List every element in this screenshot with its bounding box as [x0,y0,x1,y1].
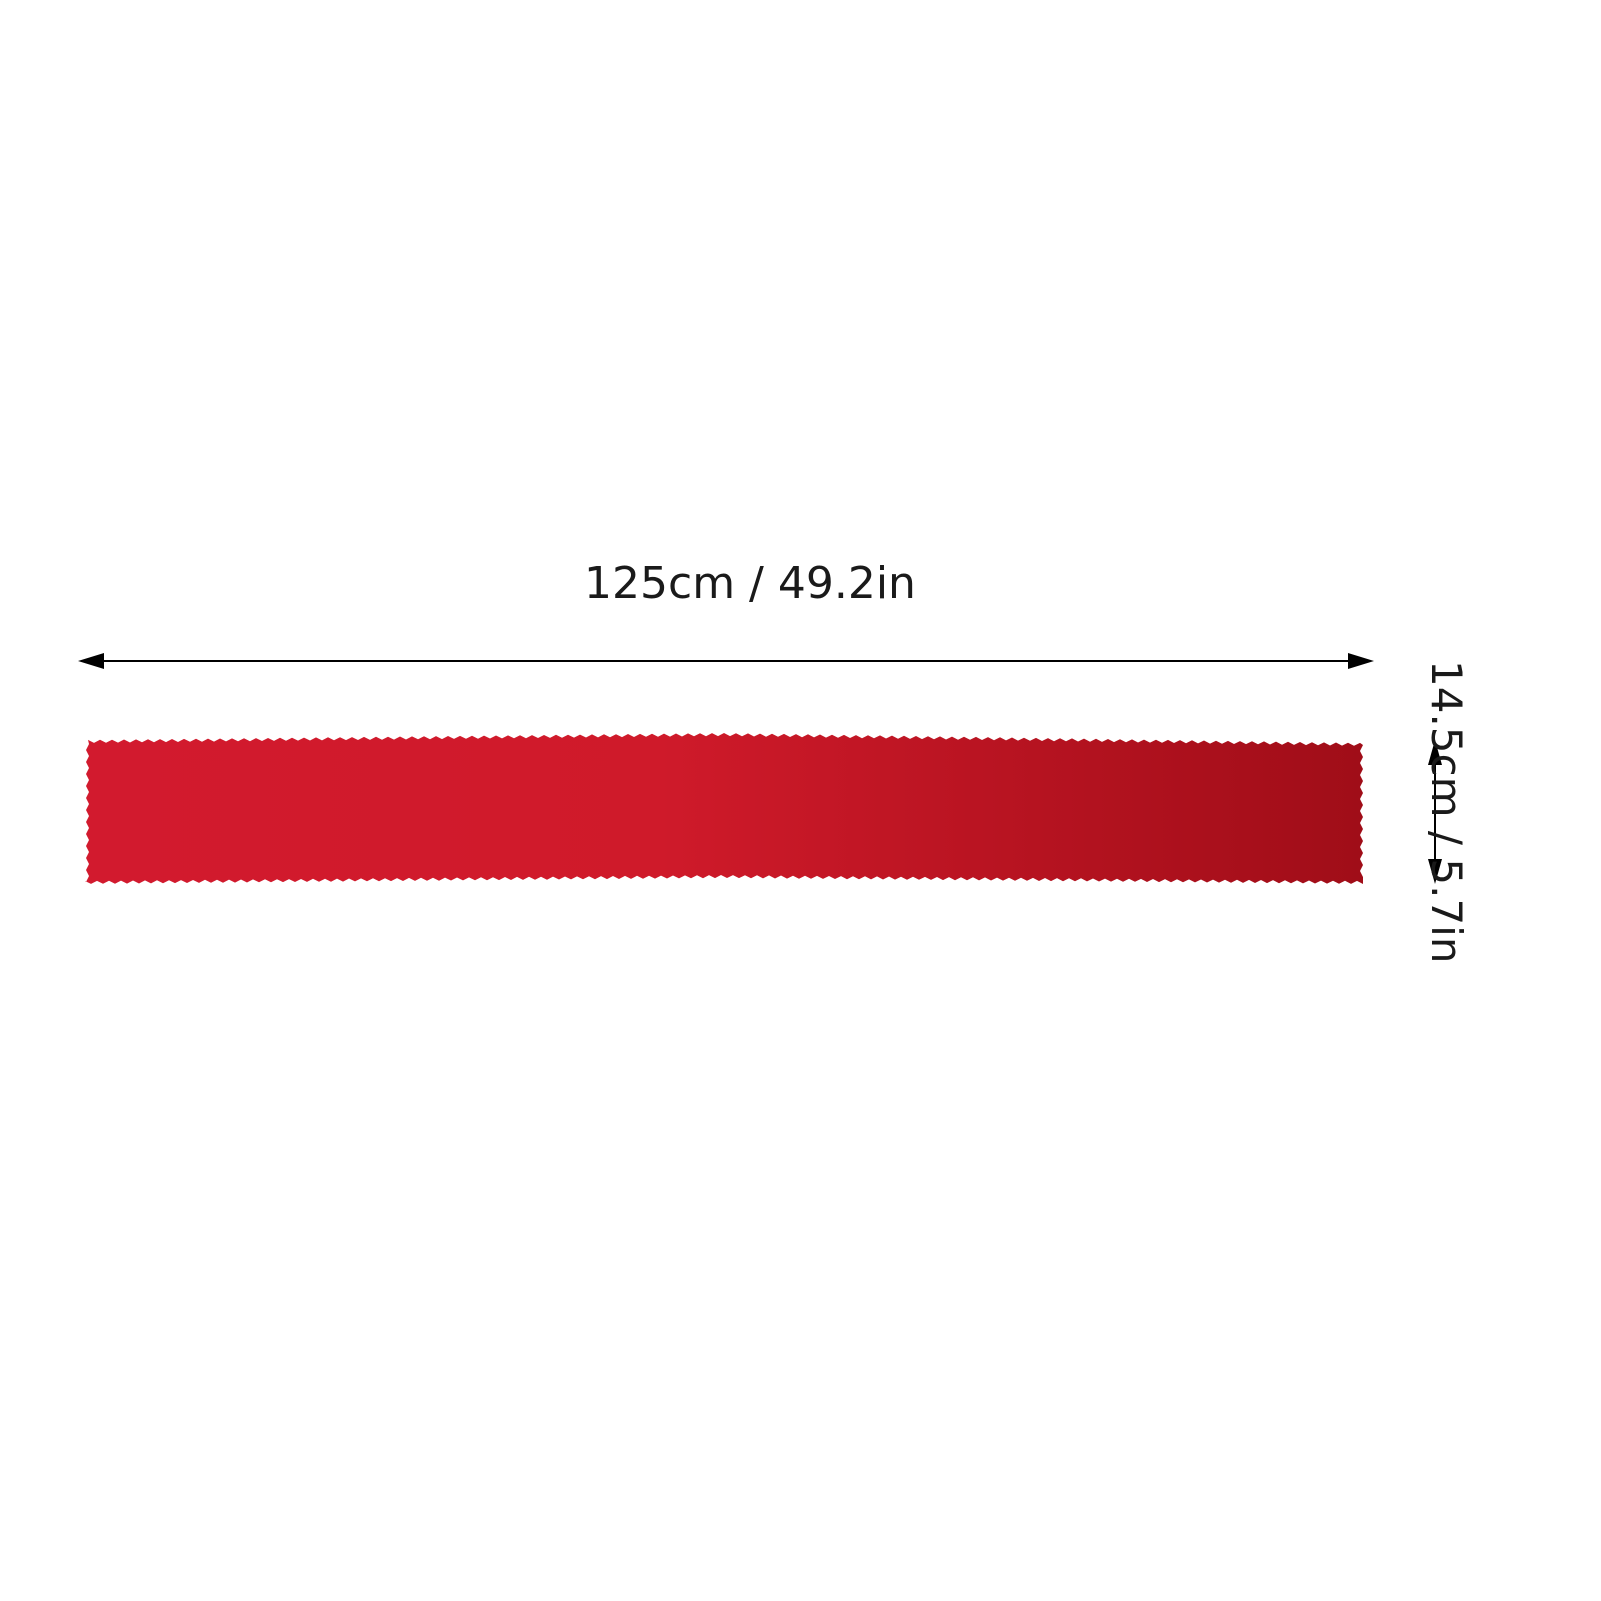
horizontal-arrow-icon [78,653,1374,669]
red-cloth-strip [85,733,1363,884]
length-dimension-label: 125cm / 49.2in [584,558,916,609]
vertical-arrow-icon [1428,740,1442,884]
width-dimension-label: 14.5cm / 5.7in [1422,660,1471,964]
